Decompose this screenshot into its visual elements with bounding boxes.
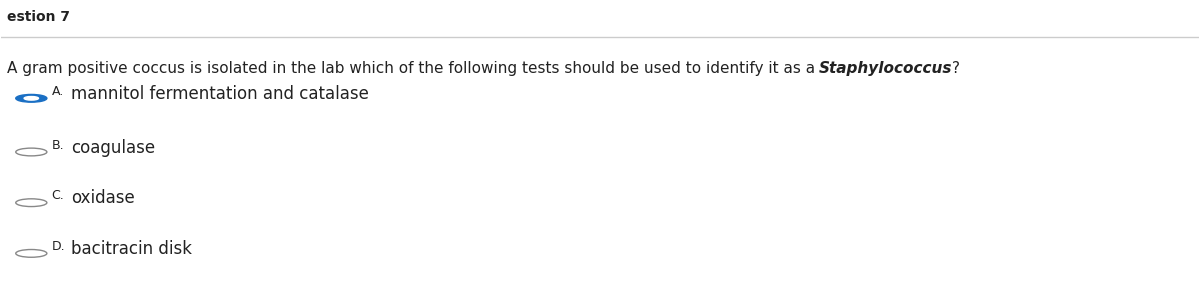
Text: Staphylococcus: Staphylococcus xyxy=(818,61,952,76)
Text: estion 7: estion 7 xyxy=(7,10,71,24)
Text: bacitracin disk: bacitracin disk xyxy=(71,240,192,258)
Text: oxidase: oxidase xyxy=(71,189,134,207)
Text: A.: A. xyxy=(52,85,64,98)
Circle shape xyxy=(16,95,47,102)
Text: B.: B. xyxy=(52,138,65,152)
Circle shape xyxy=(24,97,38,100)
Text: mannitol fermentation and catalase: mannitol fermentation and catalase xyxy=(71,85,368,103)
Circle shape xyxy=(16,250,47,257)
Text: ?: ? xyxy=(952,61,960,76)
Circle shape xyxy=(16,148,47,156)
Text: A gram positive coccus is isolated in the lab which of the following tests shoul: A gram positive coccus is isolated in th… xyxy=(7,61,821,76)
Text: C.: C. xyxy=(52,189,65,202)
Circle shape xyxy=(16,199,47,206)
Text: D.: D. xyxy=(52,240,65,253)
Text: coagulase: coagulase xyxy=(71,138,155,157)
